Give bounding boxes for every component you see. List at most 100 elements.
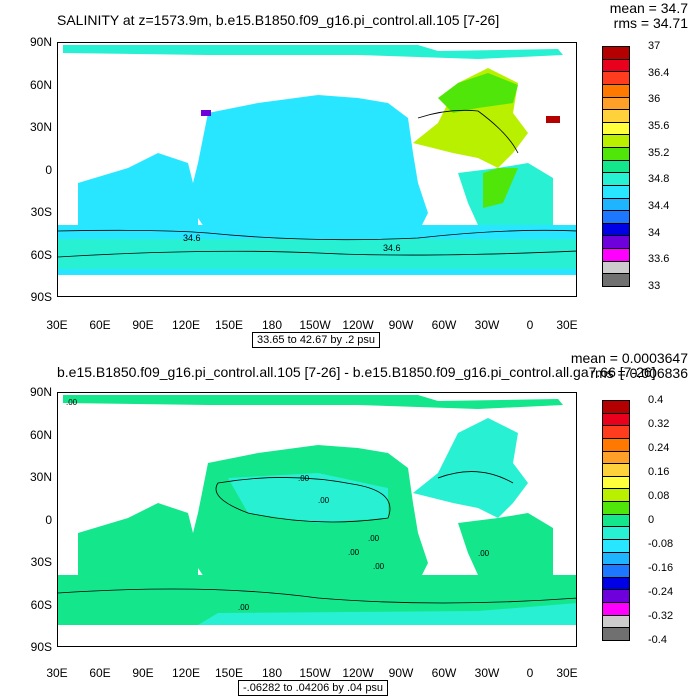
- colorbar-label: 36.4: [648, 66, 670, 79]
- pacific-cyan-region: [228, 473, 388, 523]
- range-caption: -.06282 to .04206 by .04 psu: [238, 680, 389, 696]
- indian-ocean: [78, 153, 198, 233]
- contour-label: .00: [348, 548, 360, 557]
- mean-stat: mean = 0.0003647: [570, 350, 688, 366]
- colorbar-label: 35.6: [648, 120, 670, 132]
- x-tick: 120E: [171, 318, 201, 332]
- colorbar-box: [602, 437, 630, 452]
- colorbar-box: [602, 96, 630, 111]
- contour-label: .00: [66, 398, 78, 407]
- colorbar-label: 37: [648, 40, 661, 52]
- colorbar-box: [602, 475, 630, 490]
- contour-label: .00: [318, 496, 330, 505]
- contour-line: [417, 109, 519, 154]
- north-atlantic: [413, 418, 528, 518]
- colorbar-label: 34: [648, 226, 661, 239]
- salinity-map: 34.6 34.6: [58, 43, 576, 296]
- colorbar: [602, 400, 630, 641]
- colorbar-label: -0.24: [648, 586, 674, 598]
- y-tick: 60N: [29, 428, 52, 442]
- contour-label: 34.6: [183, 233, 201, 243]
- x-tick: 150E: [214, 318, 244, 332]
- colorbar-box: [602, 412, 630, 427]
- y-tick: 30N: [29, 470, 52, 484]
- colorbar-box: [602, 538, 630, 553]
- x-tick: 30W: [474, 318, 500, 332]
- map-plot: .00 .00 .00 .00 .00 .00 .00 .00: [57, 392, 577, 647]
- y-tick: 60S: [30, 598, 52, 612]
- x-tick: 60E: [89, 666, 111, 680]
- colorbar-box: [602, 46, 630, 60]
- colorbar-box: [602, 109, 630, 123]
- contour-line: [437, 471, 514, 484]
- rms-stat: rms = 0.006836: [590, 365, 688, 381]
- colorbar-box: [602, 425, 630, 439]
- salinity-panel: SALINITY at z=1573.9m, b.e15.B1850.f09_g…: [29, 0, 688, 348]
- colorbar-box: [602, 58, 630, 73]
- colorbar-label: 34.8: [648, 173, 670, 186]
- north-atlantic-high: [438, 73, 518, 113]
- colorbar-box: [602, 450, 630, 465]
- colorbar-box: [602, 564, 630, 578]
- y-tick: 30N: [29, 120, 52, 134]
- x-tick: 30E: [556, 318, 578, 332]
- contour-line: [215, 477, 391, 523]
- southern-ocean-band: [58, 239, 576, 269]
- south-atlantic-high: [483, 168, 518, 208]
- y-tick: 90N: [29, 385, 52, 399]
- colorbar-box: [602, 614, 630, 629]
- colorbar-box: [602, 159, 630, 174]
- colorbar-label: -0.08: [648, 538, 674, 550]
- colorbar-box: [602, 121, 630, 136]
- colorbar-box: [602, 551, 630, 566]
- colorbar-box: [602, 501, 630, 515]
- colorbar-label: 0.16: [648, 466, 670, 478]
- arctic-ocean: [63, 395, 563, 409]
- contour-line: [58, 250, 576, 258]
- panel-title: SALINITY at z=1573.9m, b.e15.B1850.f09_g…: [57, 12, 500, 28]
- contour-line: [58, 229, 576, 241]
- mean-stat: mean = 34.7: [609, 0, 688, 16]
- x-tick: 30E: [46, 666, 68, 680]
- x-tick: 180: [261, 318, 283, 332]
- colorbar-box: [602, 184, 630, 199]
- x-tick: 60W: [431, 318, 457, 332]
- colorbar-label: 0.4: [648, 394, 664, 406]
- x-tick: 60E: [89, 318, 111, 332]
- x-tick: 120W: [342, 318, 374, 332]
- colorbar-box: [602, 248, 630, 262]
- contour-label: 34.6: [383, 243, 401, 253]
- y-tick: 0: [45, 163, 52, 177]
- indian-ocean: [78, 503, 198, 583]
- colorbar-label: 0.08: [648, 490, 670, 502]
- x-tick: 30W: [474, 666, 500, 680]
- y-tick: 30S: [30, 205, 52, 219]
- colorbar-box: [602, 589, 630, 604]
- colorbar-box: [602, 273, 630, 287]
- difference-map: .00 .00 .00 .00 .00 .00 .00 .00: [58, 393, 576, 646]
- colorbar-label: 0.32: [648, 418, 670, 430]
- colorbar-box: [602, 627, 630, 641]
- colorbar-box: [602, 172, 630, 186]
- colorbar-box: [602, 463, 630, 477]
- x-tick: 30E: [46, 318, 68, 332]
- colorbar-box: [602, 147, 630, 161]
- colorbar-box: [602, 602, 630, 616]
- contour-label: .00: [298, 474, 310, 483]
- y-tick: 90S: [30, 290, 52, 304]
- x-tick: 90W: [388, 666, 414, 680]
- x-tick: 90E: [132, 666, 154, 680]
- x-tick: 0: [526, 318, 534, 332]
- y-tick: 90N: [29, 35, 52, 49]
- colorbar-label: 33: [648, 280, 661, 292]
- colorbar-label: -0.4: [648, 634, 667, 646]
- colorbar-box: [602, 526, 630, 540]
- difference-panel: b.e15.B1850.f09_g16.pi_control.all.105 […: [0, 350, 700, 700]
- colorbar-box: [602, 400, 630, 414]
- range-caption: 33.65 to 42.67 by .2 psu: [252, 332, 381, 348]
- colorbar-label: 36: [648, 93, 661, 106]
- x-tick: 150W: [299, 318, 331, 332]
- x-tick: 150E: [214, 666, 244, 680]
- x-tick: 90E: [132, 318, 154, 332]
- colorbar-box: [602, 513, 630, 528]
